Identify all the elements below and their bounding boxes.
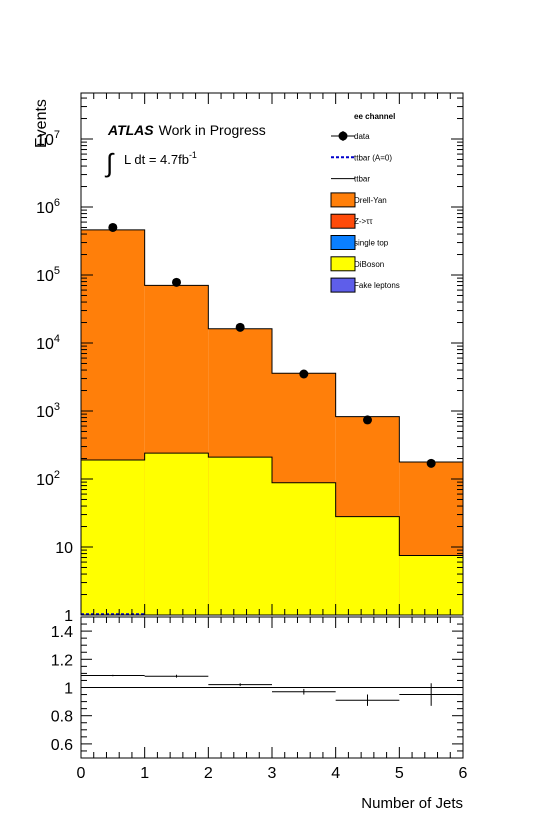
ratio-x-axis: 0 1 2 3 4 5 6 [77, 617, 468, 782]
legend-label: single top [354, 239, 389, 248]
legend-label: DiBoson [354, 260, 384, 269]
lumi-label: L dt = 4.7fb-1 [124, 150, 197, 167]
bar-diboson [336, 517, 400, 615]
ratio-y-tick-label: 0.8 [51, 709, 73, 726]
data-point [299, 370, 308, 379]
y-tick-label: 102 [36, 469, 60, 489]
legend-swatch [331, 236, 355, 250]
legend-label: Drell-Yan [354, 196, 387, 205]
legend-swatch [331, 214, 355, 228]
bar-diboson [145, 453, 209, 615]
y-tick-label: 103 [36, 401, 60, 421]
legend-label: ttbar (A=0) [354, 153, 392, 162]
ratio-y-tick-label: 0.6 [51, 737, 73, 754]
legend-label: data [354, 132, 370, 141]
integral-sign: ∫ [104, 148, 115, 178]
legend-swatch [331, 257, 355, 271]
legend-label: ttbar [354, 175, 370, 184]
bar-diboson [208, 457, 272, 615]
ratio-points [81, 675, 463, 706]
x-tick-label: 3 [268, 765, 277, 782]
y-tick-label: 1 [64, 608, 73, 625]
x-tick-label: 2 [204, 765, 213, 782]
legend-swatch [331, 193, 355, 207]
legend-swatch [331, 278, 355, 292]
y-tick-label: 106 [36, 197, 60, 217]
y-tick-label: 105 [36, 265, 60, 285]
bar-diboson [399, 555, 463, 615]
y-tick-label: 10 [55, 540, 73, 557]
legend: data ttbar (A=0) ttbar Drell-Yan Z->ττ single… [331, 131, 400, 292]
data-point [363, 415, 372, 424]
legend-label: Fake leptons [354, 281, 400, 290]
bar-diboson [81, 460, 145, 615]
bar-diboson [272, 483, 336, 615]
channel-label: ee channel [354, 112, 395, 121]
x-tick-label: 6 [459, 765, 468, 782]
ratio-y-tick-label: 1.2 [51, 652, 73, 669]
data-point [172, 278, 181, 287]
atlas-label: ATLAS Work in Progress [107, 122, 266, 138]
x-tick-label: 0 [77, 765, 86, 782]
data-point [236, 323, 245, 332]
x-tick-label: 1 [140, 765, 149, 782]
ratio-y-tick-label: 1 [64, 681, 73, 698]
y-axis-title: Events [33, 99, 50, 148]
legend-label: Z->ττ [354, 217, 373, 226]
data-point [108, 223, 117, 232]
legend-data-marker [339, 132, 348, 141]
data-point [427, 459, 436, 468]
x-tick-label: 5 [395, 765, 404, 782]
stacked-histogram [81, 230, 463, 615]
x-tick-label: 4 [331, 765, 340, 782]
ratio-y-tick-label: 1.4 [51, 624, 73, 641]
x-axis-title: Number of Jets [361, 795, 463, 812]
y-tick-label: 104 [36, 333, 60, 353]
